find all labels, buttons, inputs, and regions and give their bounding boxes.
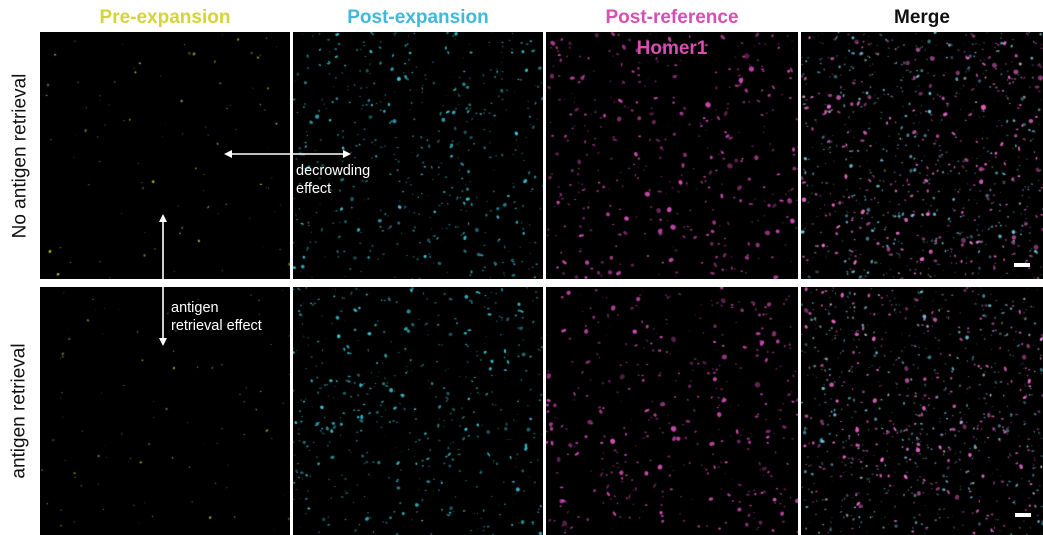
row-label-no-antigen-retrieval-text: No antigen retrieval [9,73,31,238]
column-header-pre-expansion: Pre-expansion [99,7,231,28]
panel-row1-merge [801,32,1043,279]
row-label-antigen-retrieval: antigen retrieval [0,287,40,535]
panel-row2-merge [801,287,1043,535]
column-header-merge: Merge [894,7,950,28]
panel-row1-post-expansion [293,32,543,279]
column-header-post-expansion: Post-expansion [347,7,489,28]
scale-bar-row1 [1014,263,1030,267]
scale-bar-row2 [1015,513,1031,517]
decrowding-effect-label: decrowding effect [296,163,371,197]
antigen-retrieval-effect-label: antigen retrieval effect [171,300,262,334]
row-label-no-antigen-retrieval: No antigen retrieval [0,32,40,279]
panel-row2-post-reference [546,287,798,535]
column-header-post-reference: Post-reference [605,7,739,28]
row-label-antigen-retrieval-text: antigen retrieval [9,343,31,479]
micrograph-canvas [546,32,798,279]
micrograph-canvas [546,287,798,535]
micrograph-canvas [801,287,1043,535]
micrograph-canvas [40,32,290,279]
homer1-label: Homer1 [636,38,708,59]
micrograph-canvas [293,32,543,279]
panel-row1-post-reference [546,32,798,279]
panel-row1-pre-expansion [40,32,290,279]
panel-row2-post-expansion [293,287,543,535]
micrograph-canvas [293,287,543,535]
micrograph-canvas [801,32,1043,279]
